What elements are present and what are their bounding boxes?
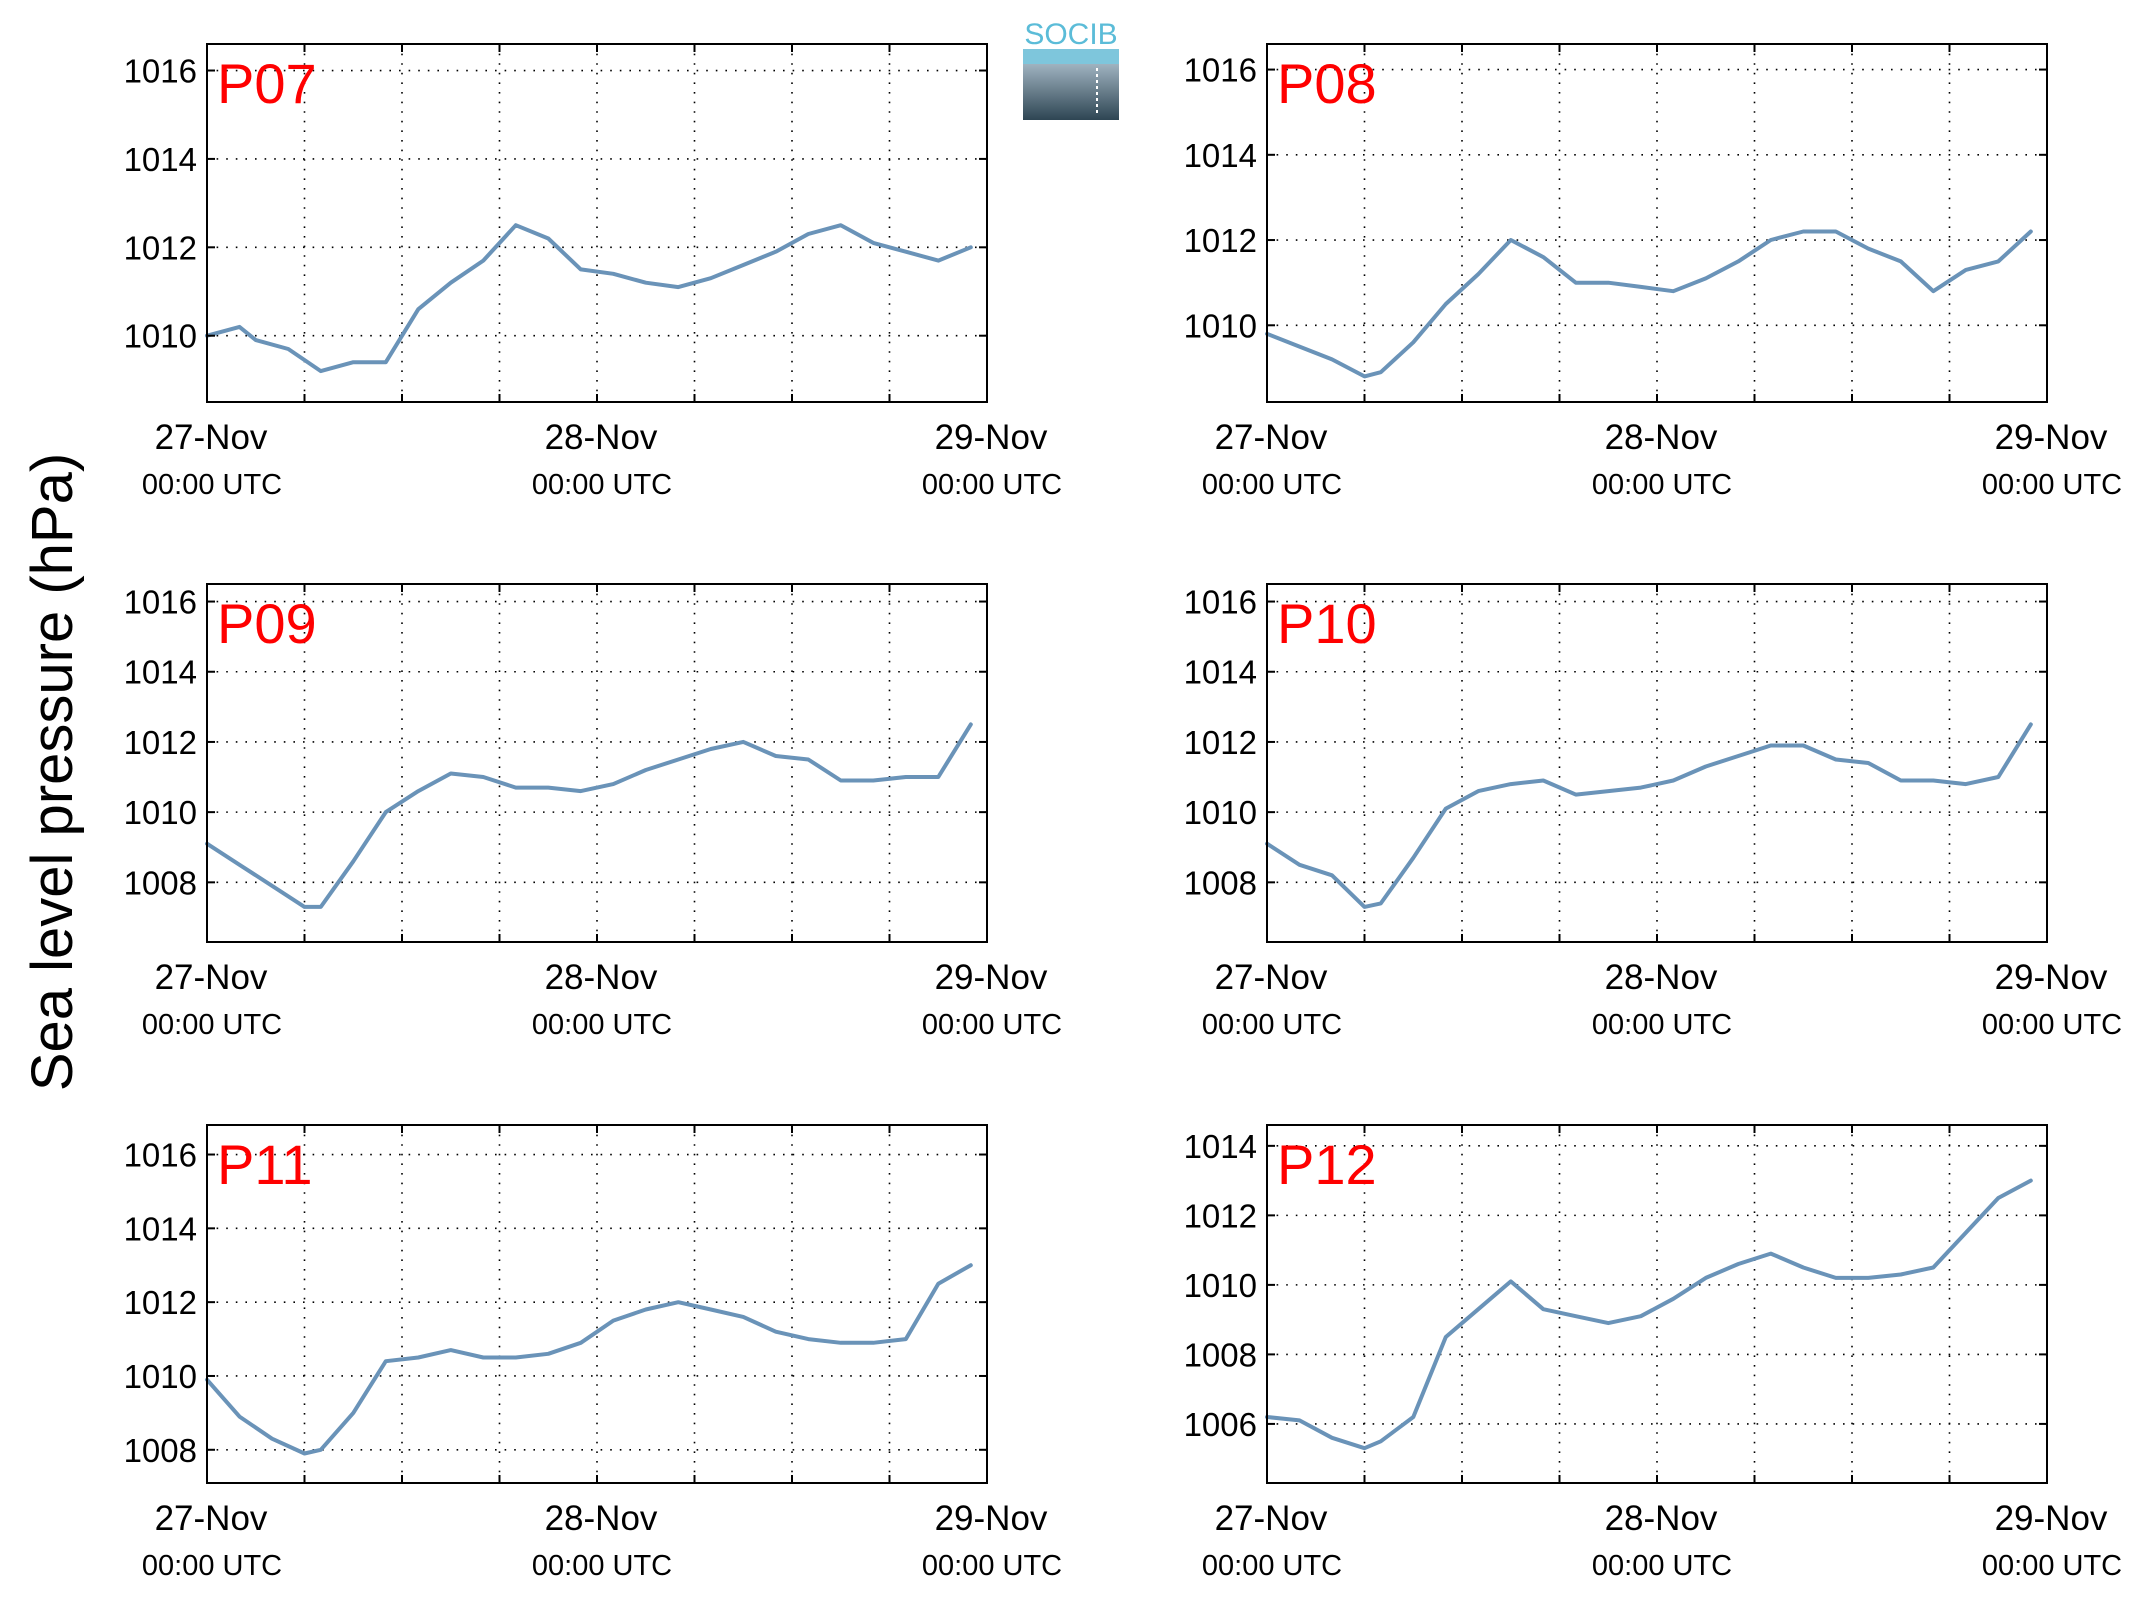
x-tick-label-time: 00:00 UTC [922, 1550, 1062, 1582]
series-line-p11 [205, 1263, 973, 1456]
y-tick-label: 1014 [1184, 1128, 1257, 1165]
x-tick-label-date: 29-Nov [1995, 1499, 2108, 1538]
y-tick-label: 1014 [1184, 654, 1257, 691]
y-tick-label: 1016 [1184, 584, 1257, 621]
x-tick-label-time: 00:00 UTC [1982, 1009, 2122, 1041]
x-tick-label-date: 28-Nov [1605, 958, 1718, 997]
y-tick-label: 1012 [124, 724, 197, 761]
station-label: P09 [217, 592, 317, 655]
x-tick-label-time: 00:00 UTC [1982, 1550, 2122, 1582]
x-tick-label-time: 00:00 UTC [1592, 1550, 1732, 1582]
panel-p11: 1008 1010 1012 1014 1016 27-Nov 00:00 UTC 28-No… [124, 1124, 1062, 1582]
station-label: P07 [217, 52, 317, 115]
x-tick-label-date: 29-Nov [935, 1499, 1048, 1538]
series-line-p09 [205, 722, 973, 909]
panels: 1010 1012 1014 1016 27-Nov 00:00 UTC 28-Nov 00:… [124, 43, 2122, 1582]
x-tick-label-time: 00:00 UTC [142, 1550, 282, 1582]
y-tick-label: 1012 [124, 1284, 197, 1321]
y-tick-label: 1008 [1184, 864, 1257, 901]
series-line-p12 [1265, 1178, 2033, 1451]
y-tick-label: 1014 [124, 1210, 197, 1247]
y-tick-label: 1016 [1184, 52, 1257, 89]
x-tick-label-time: 00:00 UTC [1592, 469, 1732, 501]
y-tick-label: 1012 [1184, 1197, 1257, 1234]
panel-p07: 1010 1012 1014 1016 27-Nov 00:00 UTC 28-Nov 00:… [124, 43, 1062, 501]
x-tick-label-date: 29-Nov [1995, 418, 2108, 457]
x-tick-label-time: 00:00 UTC [922, 469, 1062, 501]
station-label: P08 [1277, 52, 1377, 115]
panel-p08: 1010 1012 1014 1016 27-Nov 00:00 UTC 28-Nov 00:… [1184, 43, 2122, 501]
x-tick-label-time: 00:00 UTC [142, 469, 282, 501]
station-label: P12 [1277, 1133, 1377, 1196]
x-tick-label-time: 00:00 UTC [1202, 469, 1342, 501]
plot-area [207, 44, 987, 402]
socib-logo: SOCIB [1023, 18, 1119, 120]
x-tick-label-date: 28-Nov [545, 1499, 658, 1538]
logo-block [1023, 64, 1119, 120]
y-tick-label: 1014 [124, 654, 197, 691]
y-axis-label: Sea level pressure (hPa) [20, 453, 85, 1091]
x-tick-label-date: 29-Nov [935, 958, 1048, 997]
x-tick-label-date: 28-Nov [1605, 418, 1718, 457]
plot-area [207, 1125, 987, 1483]
y-tick-label: 1010 [124, 318, 197, 355]
x-tick-label-date: 28-Nov [545, 418, 658, 457]
x-tick-label-date: 27-Nov [1215, 958, 1328, 997]
panel-p09: 1008 1010 1012 1014 1016 27-Nov 00:00 UTC 28-No… [124, 583, 1062, 1041]
plot-area [1267, 584, 2047, 942]
station-label: P11 [217, 1133, 312, 1196]
series-line-p10 [1265, 722, 2033, 909]
logo-text: SOCIB [1024, 18, 1117, 51]
plot-area [1267, 44, 2047, 402]
station-label: P10 [1277, 592, 1377, 655]
x-tick-label-date: 27-Nov [155, 1499, 268, 1538]
y-tick-label: 1008 [124, 864, 197, 901]
panel-p10: 1008 1010 1012 1014 1016 27-Nov 00:00 UTC 28-No… [1184, 583, 2122, 1041]
x-tick-label-date: 29-Nov [1995, 958, 2108, 997]
x-tick-label-time: 00:00 UTC [1202, 1009, 1342, 1041]
x-tick-label-date: 27-Nov [1215, 1499, 1328, 1538]
panel-p12: 1006 1008 1010 1012 1014 27-Nov 00:00 UTC 28-No… [1184, 1124, 2122, 1582]
x-tick-label-date: 27-Nov [1215, 418, 1328, 457]
plot-area [207, 584, 987, 942]
y-tick-label: 1012 [124, 229, 197, 266]
series-line-p08 [1265, 229, 2033, 379]
x-tick-label-time: 00:00 UTC [1592, 1009, 1732, 1041]
y-tick-label: 1006 [1184, 1406, 1257, 1443]
y-tick-label: 1010 [1184, 1267, 1257, 1304]
logo-band [1023, 49, 1119, 67]
x-tick-label-date: 28-Nov [545, 958, 658, 997]
x-tick-label-time: 00:00 UTC [922, 1009, 1062, 1041]
x-tick-label-date: 27-Nov [155, 418, 268, 457]
y-tick-label: 1008 [1184, 1336, 1257, 1373]
x-tick-label-time: 00:00 UTC [1982, 469, 2122, 501]
x-tick-label-time: 00:00 UTC [532, 1550, 672, 1582]
x-tick-label-time: 00:00 UTC [1202, 1550, 1342, 1582]
y-tick-label: 1010 [1184, 307, 1257, 344]
y-tick-label: 1010 [124, 1358, 197, 1395]
x-tick-label-time: 00:00 UTC [142, 1009, 282, 1041]
x-tick-label-date: 28-Nov [1605, 1499, 1718, 1538]
y-tick-label: 1008 [124, 1432, 197, 1469]
y-tick-label: 1016 [124, 53, 197, 90]
x-tick-label-time: 00:00 UTC [532, 469, 672, 501]
y-tick-label: 1012 [1184, 724, 1257, 761]
x-tick-label-date: 29-Nov [935, 418, 1048, 457]
y-tick-label: 1014 [124, 141, 197, 178]
y-tick-label: 1012 [1184, 222, 1257, 259]
series-line-p07 [205, 223, 973, 374]
y-tick-label: 1010 [1184, 794, 1257, 831]
y-tick-label: 1014 [1184, 137, 1257, 174]
y-tick-label: 1016 [124, 584, 197, 621]
y-tick-label: 1016 [124, 1137, 197, 1174]
x-tick-label-date: 27-Nov [155, 958, 268, 997]
y-tick-label: 1010 [124, 794, 197, 831]
plot-area [1267, 1125, 2047, 1483]
x-tick-label-time: 00:00 UTC [532, 1009, 672, 1041]
